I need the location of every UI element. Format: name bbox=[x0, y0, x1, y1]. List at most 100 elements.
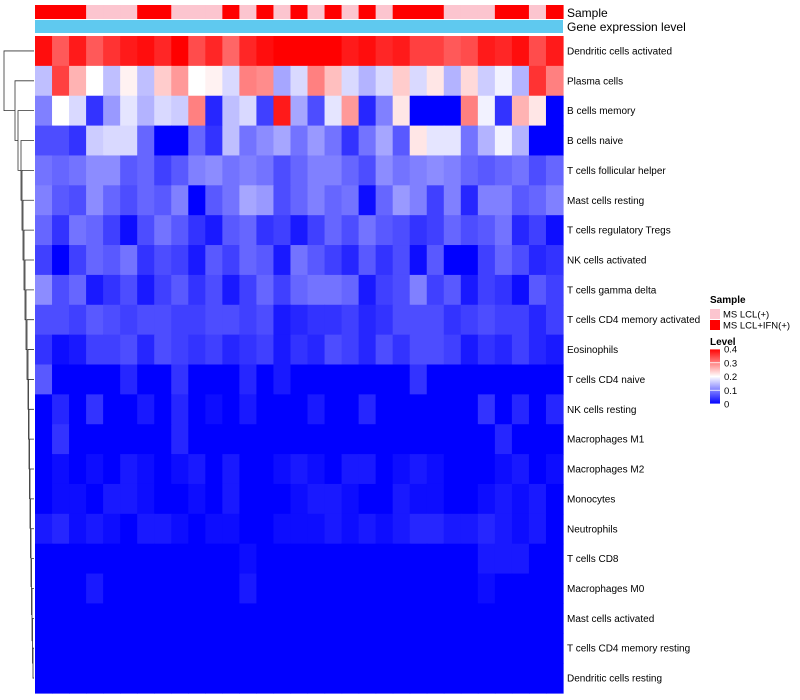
sample-track-cell bbox=[171, 5, 189, 19]
sample-track-cell bbox=[511, 5, 530, 19]
heatmap-cell bbox=[171, 573, 189, 605]
heatmap-cell bbox=[35, 65, 53, 97]
heatmap-cell bbox=[52, 663, 70, 694]
heatmap-cell bbox=[256, 95, 275, 127]
heatmap-cell bbox=[86, 394, 104, 425]
heatmap-cell bbox=[341, 394, 360, 425]
heatmap-cell bbox=[69, 454, 87, 485]
heatmap-cell bbox=[290, 633, 309, 664]
heatmap-cell bbox=[52, 513, 70, 545]
heatmap-cell bbox=[290, 155, 309, 186]
heatmap-cell bbox=[324, 364, 343, 395]
heatmap-cell bbox=[375, 364, 394, 395]
heatmap-cell bbox=[188, 185, 206, 216]
heatmap-cell bbox=[103, 274, 121, 306]
heatmap-cell bbox=[69, 663, 87, 694]
heatmap-cell bbox=[426, 603, 445, 634]
heatmap-cell bbox=[154, 334, 172, 366]
heatmap-cell bbox=[35, 245, 53, 276]
heatmap-cell bbox=[69, 394, 87, 425]
heatmap-cell bbox=[103, 364, 121, 395]
heatmap-cell bbox=[511, 65, 530, 97]
heatmap-cell bbox=[86, 513, 104, 545]
heatmap-cell bbox=[477, 125, 496, 157]
heatmap-cell bbox=[256, 36, 275, 67]
heatmap-cell bbox=[290, 274, 309, 306]
heatmap-cell bbox=[409, 424, 428, 455]
heatmap-cell bbox=[256, 215, 275, 246]
heatmap-cell bbox=[154, 65, 172, 97]
heatmap-cell bbox=[86, 155, 104, 186]
heatmap-cell bbox=[375, 334, 394, 366]
heatmap-cell bbox=[477, 65, 496, 97]
heatmap-cell bbox=[120, 424, 138, 455]
sample-track-cell bbox=[256, 5, 275, 19]
heatmap-cell bbox=[239, 125, 258, 157]
heatmap-cell bbox=[494, 274, 513, 306]
row-label: B cells naive bbox=[567, 136, 624, 147]
heatmap-cell bbox=[545, 513, 564, 545]
heatmap-cell bbox=[137, 364, 155, 395]
heatmap-cell bbox=[392, 36, 411, 67]
heatmap-cell bbox=[69, 633, 87, 664]
heatmap-cell bbox=[205, 633, 223, 664]
heatmap-cell bbox=[460, 215, 479, 246]
heatmap-cell bbox=[443, 155, 462, 186]
heatmap-cell bbox=[137, 663, 155, 694]
heatmap-cell bbox=[324, 274, 343, 306]
row-labels: Dendritic cells activated Plasma cells B c… bbox=[567, 46, 700, 684]
heatmap-cell bbox=[290, 513, 309, 545]
heatmap-cell bbox=[154, 573, 172, 605]
heatmap-cell bbox=[273, 424, 292, 455]
heatmap-cell bbox=[494, 663, 513, 694]
heatmap-cell bbox=[494, 573, 513, 605]
heatmap-cell bbox=[409, 573, 428, 605]
heatmap-cell bbox=[324, 663, 343, 694]
heatmap-cell bbox=[307, 65, 326, 97]
heatmap-cell bbox=[409, 215, 428, 246]
heatmap-cell bbox=[426, 633, 445, 664]
heatmap-cell bbox=[460, 483, 479, 515]
heatmap-cell bbox=[222, 513, 240, 545]
heatmap-cell bbox=[545, 95, 564, 127]
heatmap-cell bbox=[511, 573, 530, 605]
heatmap-cell bbox=[273, 573, 292, 605]
heatmap-cell bbox=[171, 36, 189, 67]
heatmap-cell bbox=[409, 65, 428, 97]
heatmap-cell bbox=[120, 36, 138, 67]
heatmap-cell bbox=[52, 334, 70, 366]
heatmap-cell bbox=[137, 304, 155, 336]
heatmap-cell bbox=[494, 543, 513, 575]
heatmap-cell bbox=[86, 215, 104, 246]
heatmap-cell bbox=[188, 573, 206, 605]
row-dendrogram bbox=[3, 50, 34, 679]
sample-track-cell bbox=[290, 5, 309, 19]
heatmap-cell bbox=[239, 454, 258, 485]
heatmap-cell bbox=[426, 334, 445, 366]
heatmap-cell bbox=[528, 513, 547, 545]
row-label: T cells CD4 memory resting bbox=[567, 644, 690, 655]
heatmap-cell bbox=[528, 603, 547, 634]
heatmap-cell bbox=[290, 185, 309, 216]
heatmap-cell bbox=[188, 36, 206, 67]
heatmap-cell bbox=[545, 364, 564, 395]
heatmap-cell bbox=[171, 603, 189, 634]
heatmap-cell bbox=[205, 125, 223, 157]
heatmap-cell bbox=[69, 364, 87, 395]
heatmap-cell bbox=[52, 543, 70, 575]
heatmap-cell bbox=[69, 513, 87, 545]
heatmap-cell bbox=[120, 274, 138, 306]
heatmap-cell bbox=[222, 155, 240, 186]
heatmap-cell bbox=[205, 185, 223, 216]
heatmap-cell bbox=[86, 663, 104, 694]
heatmap-cell bbox=[35, 633, 53, 664]
heatmap-cell bbox=[103, 454, 121, 485]
heatmap-cell bbox=[137, 513, 155, 545]
sample-track-cell bbox=[443, 5, 462, 19]
heatmap-cell bbox=[375, 185, 394, 216]
heatmap-cell bbox=[307, 274, 326, 306]
heatmap-cell bbox=[222, 543, 240, 575]
heatmap-cell bbox=[171, 394, 189, 425]
heatmap-cell bbox=[69, 245, 87, 276]
heatmap-cell bbox=[307, 513, 326, 545]
